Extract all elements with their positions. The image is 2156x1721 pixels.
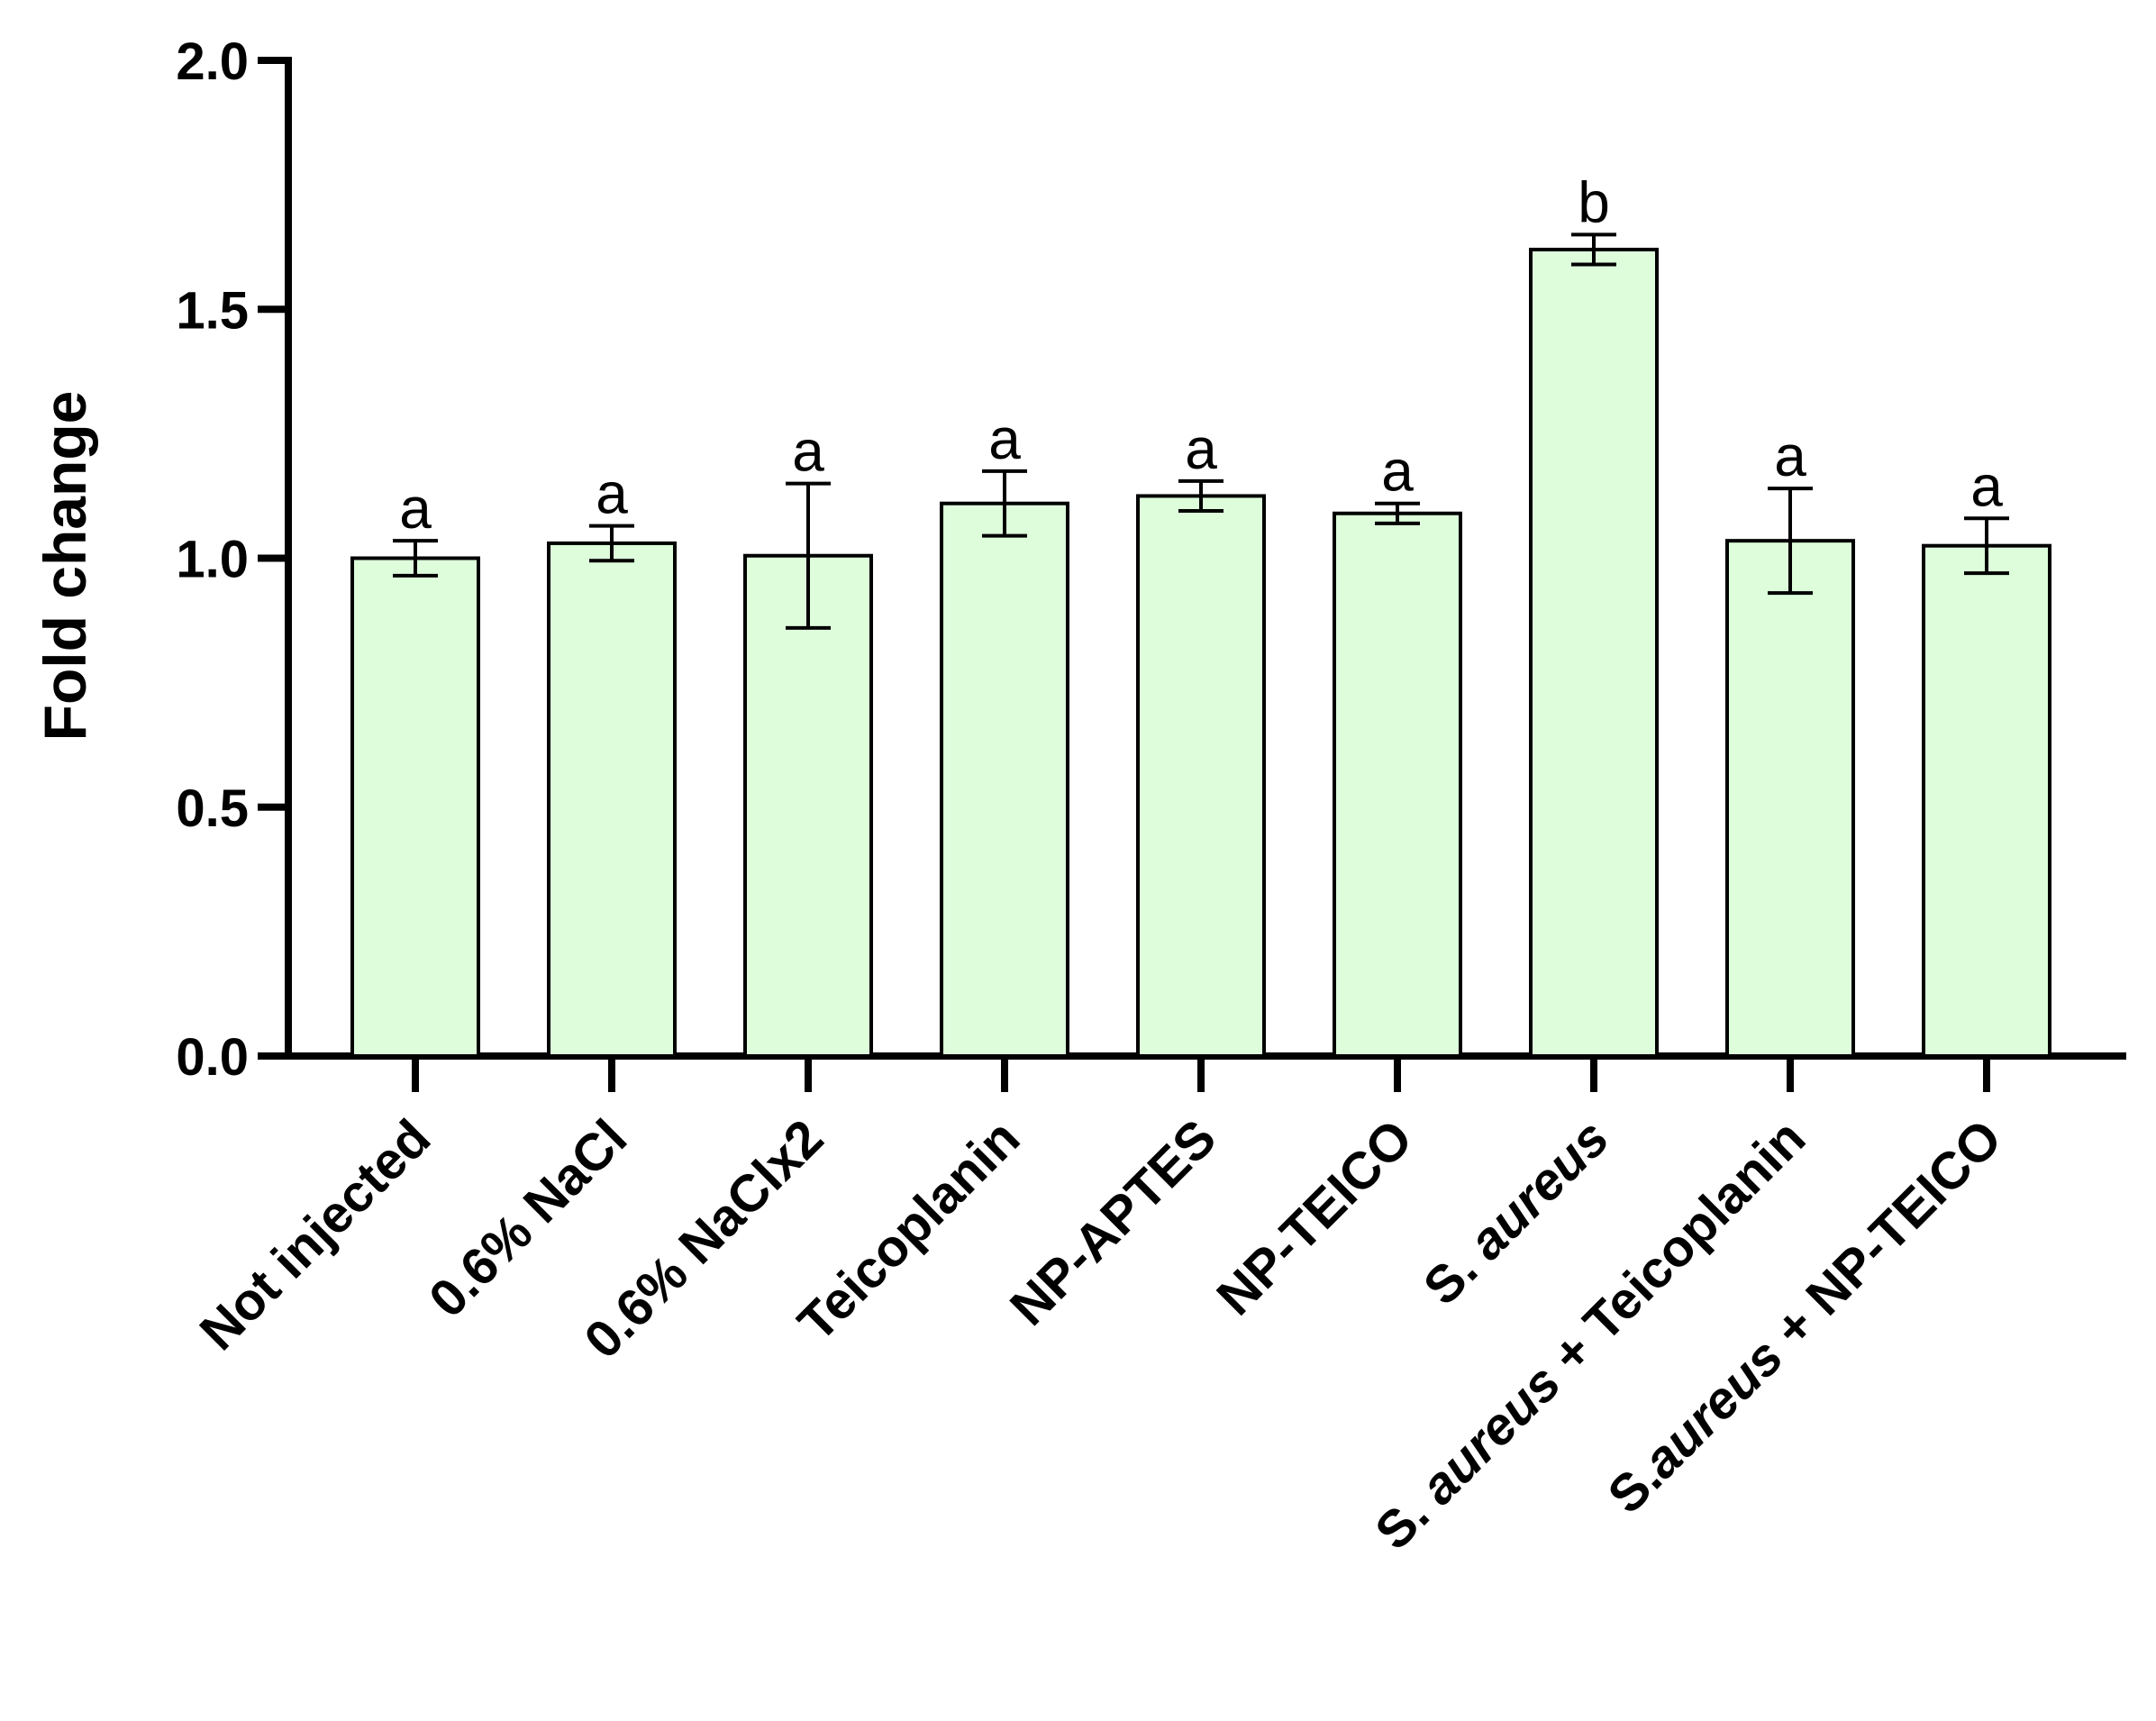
bar: [743, 553, 873, 1058]
y-axis: 0.0 0.5 1.0 1.5 2.0: [176, 32, 292, 1087]
significance-letter: a: [399, 476, 432, 541]
x-tick-label: S. aureus: [1413, 1108, 1621, 1316]
x-tick-label: NP-APTES: [999, 1108, 1227, 1336]
y-tick-label: 0.0: [176, 1028, 249, 1087]
y-tick-label: 2.0: [176, 32, 249, 91]
y-tick-label: 1.0: [176, 531, 249, 589]
bar: [547, 541, 677, 1058]
significance-letter: b: [1578, 169, 1610, 234]
y-tick-label: 1.5: [176, 281, 249, 340]
bar: [1725, 539, 1855, 1058]
significance-letter: a: [1970, 453, 2003, 518]
error-bar: [1768, 487, 1813, 596]
bar: [940, 501, 1069, 1058]
error-bar: [1375, 501, 1420, 525]
y-tick-label: 0.5: [176, 779, 249, 838]
significance-letters: a a a a a a b a a: [399, 169, 2003, 541]
error-bar: [1571, 232, 1616, 267]
error-bar: [1964, 516, 2009, 576]
bar: [1136, 494, 1266, 1058]
significance-letter: a: [988, 406, 1021, 471]
x-axis: [285, 1052, 2126, 1092]
significance-letter: a: [1185, 416, 1217, 481]
error-bars: [393, 232, 2009, 630]
error-bar: [393, 539, 438, 578]
bar: [1529, 247, 1659, 1058]
y-axis-label: Fold change: [32, 391, 98, 742]
error-bar: [786, 481, 831, 630]
bar: [350, 556, 480, 1058]
x-tick-label: S.aureus + NP-TEICO: [1597, 1108, 2013, 1525]
significance-letter: a: [792, 419, 824, 484]
bar: [1333, 511, 1462, 1058]
bar: [1922, 543, 2051, 1058]
error-bar: [1178, 478, 1224, 514]
significance-letter: a: [596, 461, 628, 526]
error-bar: [982, 469, 1027, 538]
x-tick-label: NP-TEICO: [1205, 1108, 1424, 1326]
x-tick-label: Not injected: [189, 1108, 442, 1361]
significance-letter: a: [1774, 423, 1806, 488]
bars: [350, 247, 2051, 1058]
error-bar: [589, 524, 634, 563]
significance-letter: a: [1381, 439, 1414, 504]
